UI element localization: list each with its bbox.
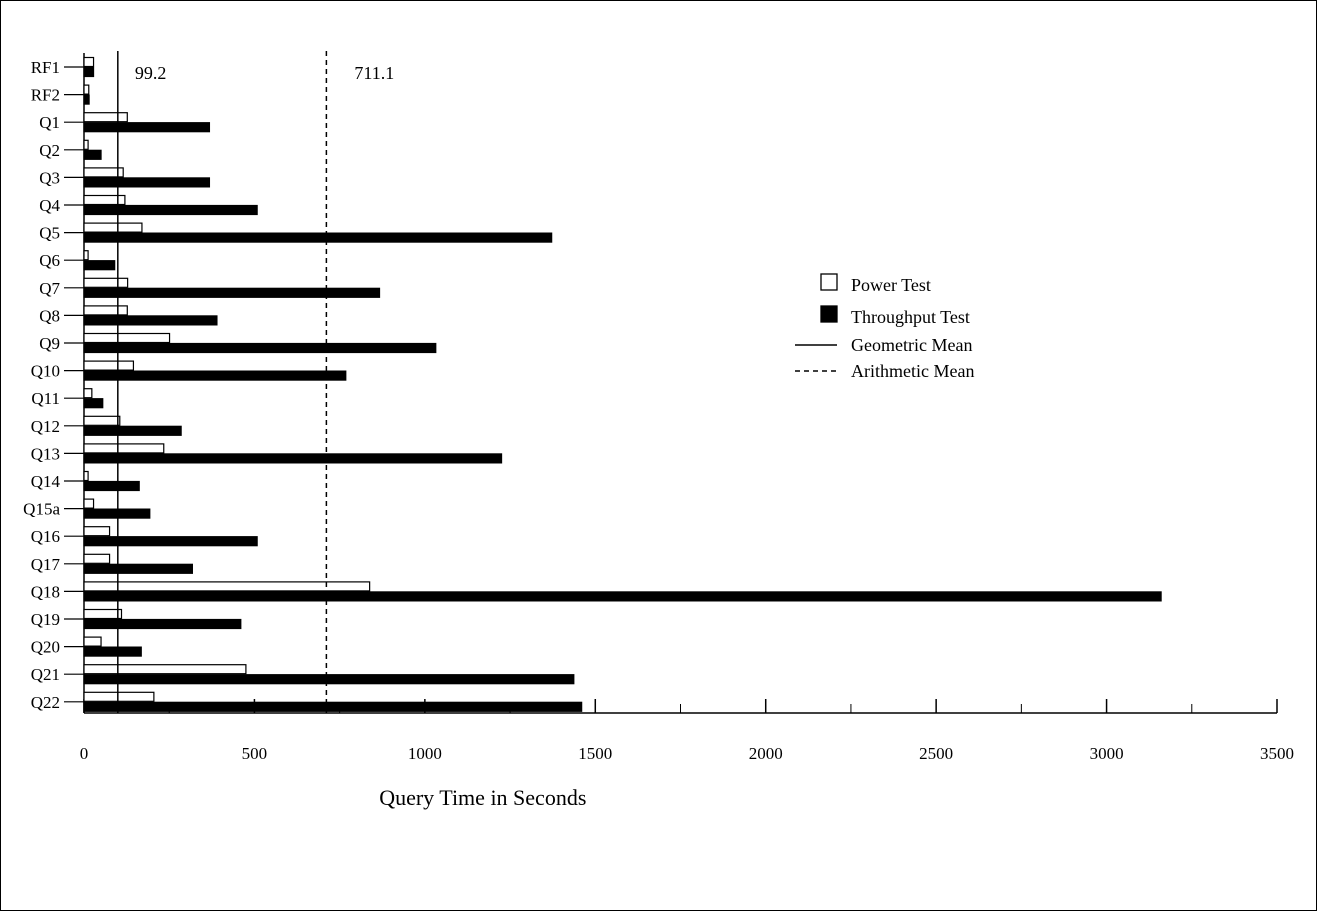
x-tick-label: 1000 [408,744,442,763]
throughput-test-bar [83,66,95,78]
throughput-test-bar [83,425,182,436]
power-test-bar [83,443,165,454]
x-tick-label: 2500 [919,744,953,763]
throughput-test-bar [83,342,437,354]
x-tick-label: 3500 [1260,744,1294,763]
category-label: Q13 [31,444,60,463]
x-tick-label: 2000 [749,744,783,763]
power-test-bar [83,664,247,675]
throughput-test-bar [83,508,151,519]
legend-power-test-swatch [820,273,838,291]
category-label: Q1 [39,113,60,132]
category-label: Q11 [31,389,60,408]
category-label: Q12 [31,417,60,436]
category-label: Q2 [39,141,60,160]
x-axis-label: Query Time in Seconds [379,785,586,810]
category-label: Q21 [31,665,60,684]
power-test-bar [83,277,129,288]
legend-label: Geometric Mean [851,335,972,355]
arithmetic-mean-label: 711.1 [354,63,394,83]
throughput-test-bar [83,674,575,685]
throughput-test-bar [83,204,258,216]
throughput-test-bar [83,591,1162,602]
power-test-bar [83,222,143,233]
power-test-bar [83,636,102,647]
power-test-bar [83,553,111,564]
category-label: Q15a [23,500,60,519]
category-label: Q10 [31,362,60,381]
throughput-test-bar [83,260,116,271]
category-label: Q6 [39,251,60,270]
throughput-test-bar [83,646,142,657]
power-test-bar [83,691,155,702]
power-test-bar [83,498,95,509]
power-test-bar [83,305,128,316]
category-label: Q19 [31,610,60,629]
category-label: Q17 [31,555,61,574]
throughput-test-bar [83,563,193,574]
category-label: Q22 [31,693,60,712]
x-tick-label: 0 [80,744,89,763]
throughput-test-bar [83,287,381,298]
power-test-bar [83,84,90,95]
category-label: Q9 [39,334,60,353]
throughput-test-bar [83,232,553,243]
power-test-bar [83,608,123,620]
throughput-test-bar [83,453,503,464]
throughput-test-bar [83,94,90,105]
category-label: Q5 [39,224,60,243]
throughput-test-bar [83,370,347,381]
throughput-test-bar [83,618,242,630]
power-test-bar [83,56,95,68]
power-test-bar [83,360,135,371]
x-tick-label: 3000 [1090,744,1124,763]
category-label: Q7 [39,279,60,298]
legend-label: Power Test [851,275,931,295]
throughput-test-bar [83,480,140,492]
throughput-test-bar [83,149,102,160]
legend-label: Arithmetic Mean [851,361,974,381]
throughput-test-bar [83,536,258,547]
power-test-bar [83,470,89,482]
legend-label: Throughput Test [851,307,970,327]
x-tick-label: 500 [242,744,268,763]
throughput-test-bar [83,122,211,133]
geometric-mean-label: 99.2 [135,63,167,83]
power-test-bar [83,332,171,344]
category-label: Q18 [31,582,60,601]
x-tick-label: 1500 [578,744,612,763]
category-label: Q8 [39,306,60,325]
throughput-test-bar [83,315,218,326]
throughput-test-bar [83,177,211,188]
category-label: Q4 [39,196,60,215]
category-label: Q14 [31,472,61,491]
legend-throughput-test-swatch [820,305,838,323]
power-test-bar [83,415,121,426]
category-label: Q16 [31,527,60,546]
power-test-bar [83,112,128,123]
category-label: RF1 [31,58,60,77]
throughput-test-bar [83,701,583,712]
power-test-bar [83,139,89,150]
power-test-bar [83,581,371,592]
power-test-bar [83,167,124,178]
power-test-bar [83,388,93,399]
throughput-test-bar [83,398,104,409]
power-test-bar [83,526,111,537]
category-label: RF2 [31,86,60,105]
category-label: Q20 [31,638,60,657]
power-test-bar [83,194,126,206]
power-test-bar [83,250,89,261]
category-label: Q3 [39,168,60,187]
